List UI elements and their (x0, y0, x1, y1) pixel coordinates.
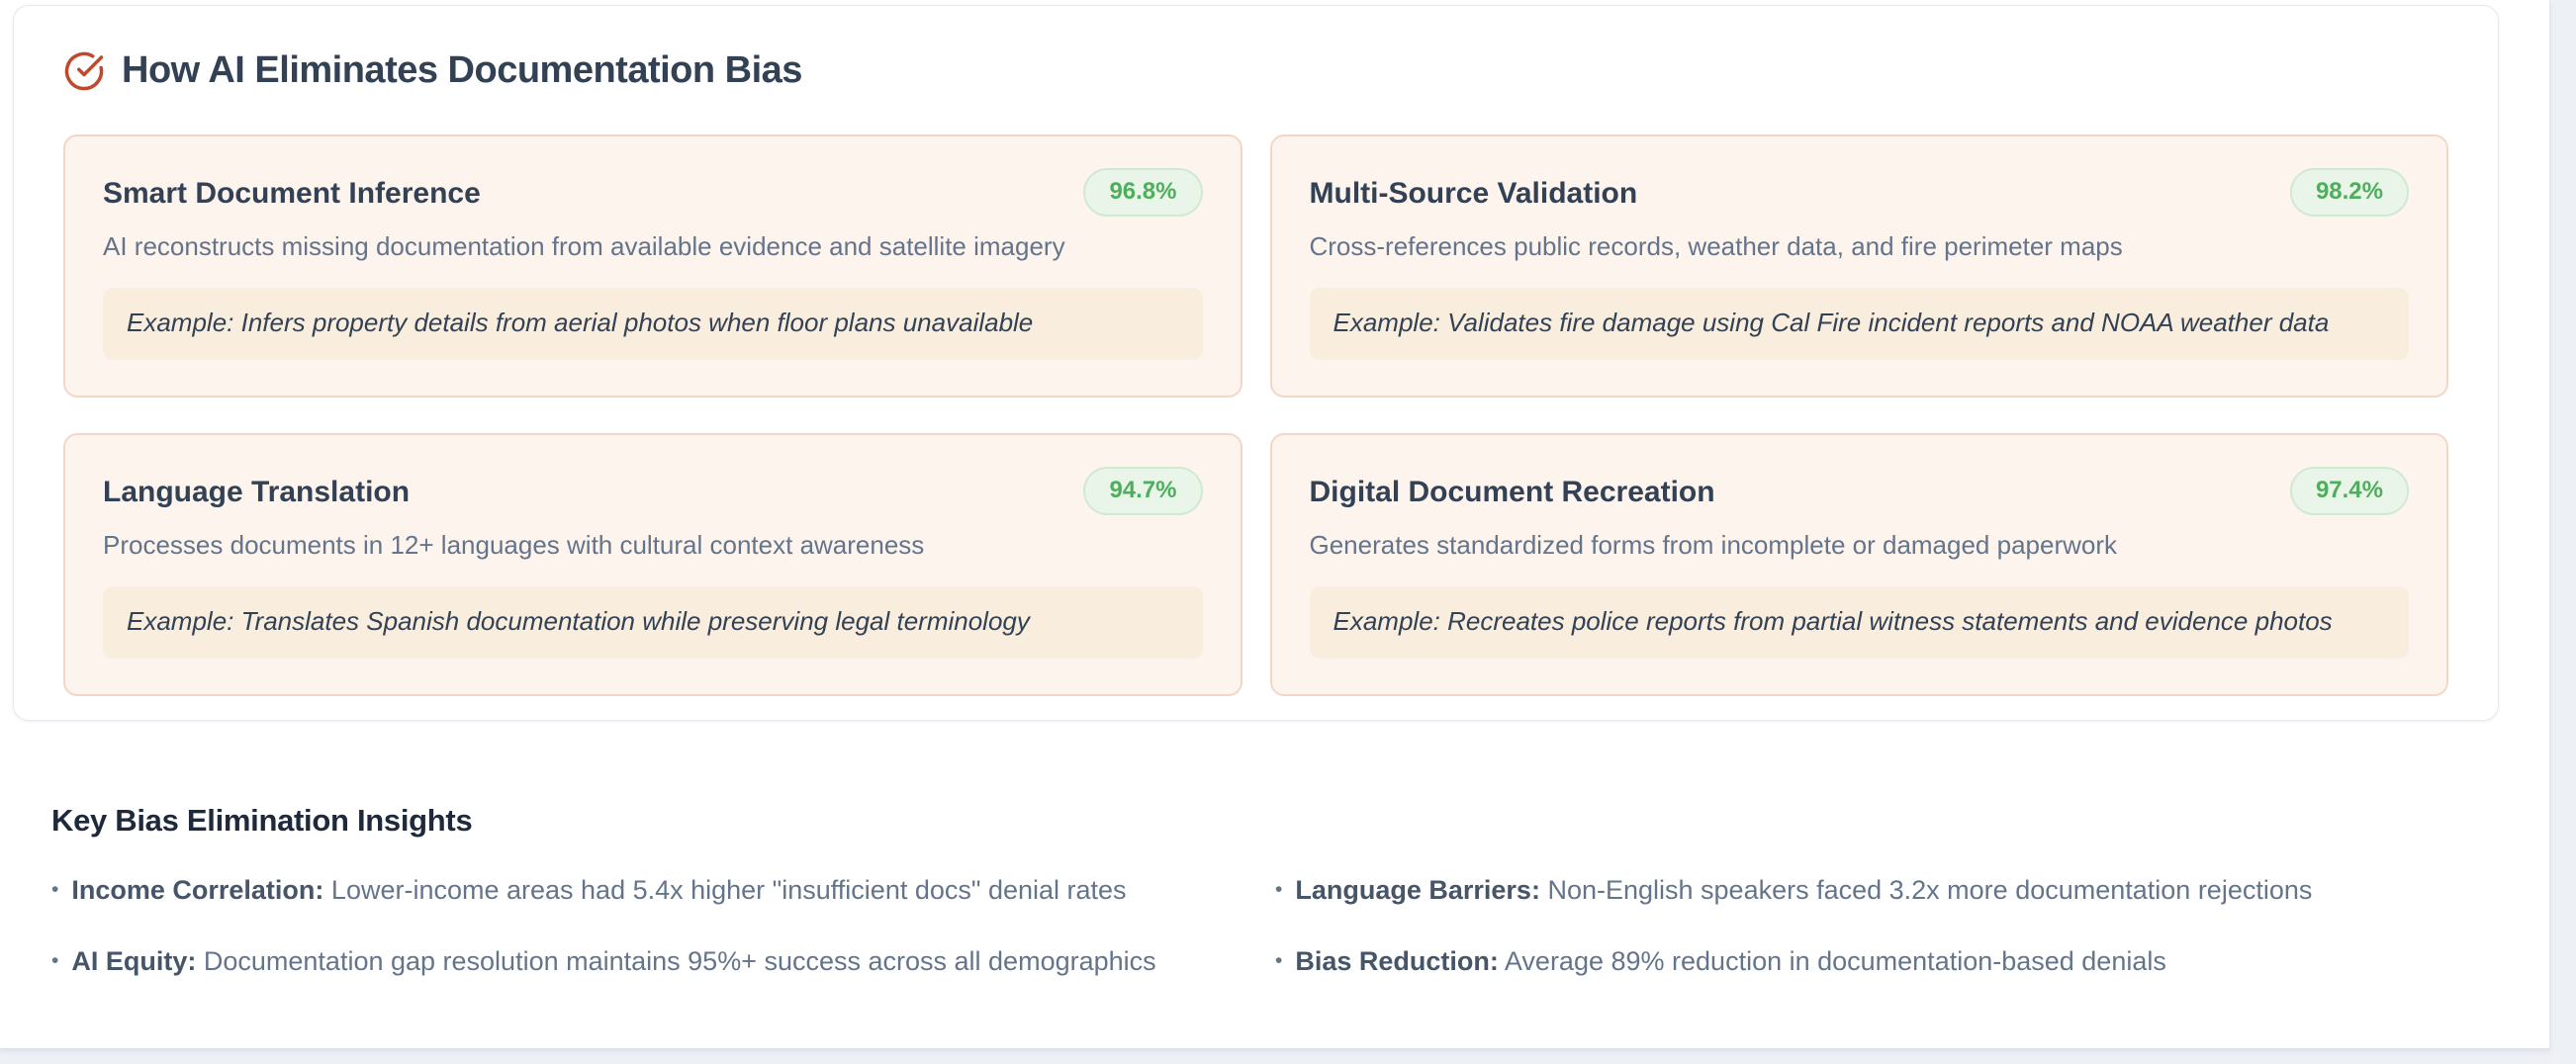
card-header: Language Translation 94.7% (103, 466, 1203, 516)
success-rate-badge: 97.4% (2289, 466, 2409, 516)
card-title: Language Translation (103, 475, 411, 508)
bullet-icon: • (51, 948, 59, 972)
card-example: Example: Translates Spanish documentatio… (103, 585, 1203, 659)
insight-bias-reduction: • Bias Reduction: Average 89% reduction i… (1275, 945, 2499, 979)
ai-bias-section: How AI Eliminates Documentation Bias Sma… (13, 5, 2499, 721)
card-header: Smart Document Inference 96.8% (103, 167, 1203, 218)
method-card-digital-document-recreation: Digital Document Recreation 97.4% Genera… (1269, 432, 2448, 696)
success-rate-badge: 96.8% (1083, 167, 1203, 218)
method-cards-grid: Smart Document Inference 96.8% AI recons… (63, 133, 2448, 696)
card-example: Example: Validates fire damage using Cal… (1309, 287, 2409, 360)
method-card-multi-source-validation: Multi-Source Validation 98.2% Cross-refe… (1269, 133, 2448, 398)
card-title: Multi-Source Validation (1309, 176, 1638, 210)
insight-label: AI Equity: (71, 945, 197, 976)
card-description: Processes documents in 12+ languages wit… (103, 530, 925, 561)
section-header: How AI Eliminates Documentation Bias (63, 49, 2448, 93)
bullet-icon: • (1275, 878, 1283, 901)
insight-ai-equity: • AI Equity: Documentation gap resolution… (51, 945, 1275, 979)
bullet-icon: • (1275, 948, 1283, 972)
success-rate-badge: 94.7% (1083, 466, 1203, 516)
insight-label: Bias Reduction: (1295, 945, 1499, 976)
success-rate-badge: 98.2% (2289, 167, 2409, 218)
insight-income-correlation: • Income Correlation: Lower-income areas … (51, 874, 1275, 908)
insights-title: Key Bias Elimination Insights (51, 803, 473, 838)
insight-text: Lower-income areas had 5.4x higher "insu… (330, 875, 1127, 905)
card-example: Example: Recreates police reports from p… (1309, 585, 2409, 659)
method-card-language-translation: Language Translation 94.7% Processes doc… (63, 432, 1242, 696)
card-header: Digital Document Recreation 97.4% (1309, 466, 2409, 516)
content-panel: How AI Eliminates Documentation Bias Sma… (0, 0, 2550, 1049)
insight-label: Language Barriers: (1295, 875, 1540, 905)
card-title: Smart Document Inference (103, 176, 481, 210)
insights-section: Key Bias Elimination Insights • Income Co… (51, 803, 2499, 979)
bullet-icon: • (51, 878, 59, 901)
card-description: Generates standardized forms from incomp… (1309, 530, 2118, 561)
insight-label: Income Correlation: (71, 875, 324, 905)
insights-grid: • Income Correlation: Lower-income areas … (51, 874, 2499, 979)
card-header: Multi-Source Validation 98.2% (1309, 167, 2409, 218)
section-title: How AI Eliminates Documentation Bias (122, 49, 802, 91)
check-circle-icon (63, 50, 105, 92)
method-card-smart-document-inference: Smart Document Inference 96.8% AI recons… (63, 133, 1242, 398)
insight-text: Documentation gap resolution maintains 9… (203, 945, 1156, 976)
card-description: Cross-references public records, weather… (1309, 231, 2123, 262)
insight-text: Non-English speakers faced 3.2x more doc… (1547, 875, 2313, 905)
card-description: AI reconstructs missing documentation fr… (103, 231, 1065, 262)
insight-language-barriers: • Language Barriers: Non-English speakers… (1275, 874, 2499, 908)
insight-text: Average 89% reduction in documentation-b… (1504, 945, 2166, 976)
card-title: Digital Document Recreation (1309, 475, 1715, 508)
card-example: Example: Infers property details from ae… (103, 287, 1203, 360)
